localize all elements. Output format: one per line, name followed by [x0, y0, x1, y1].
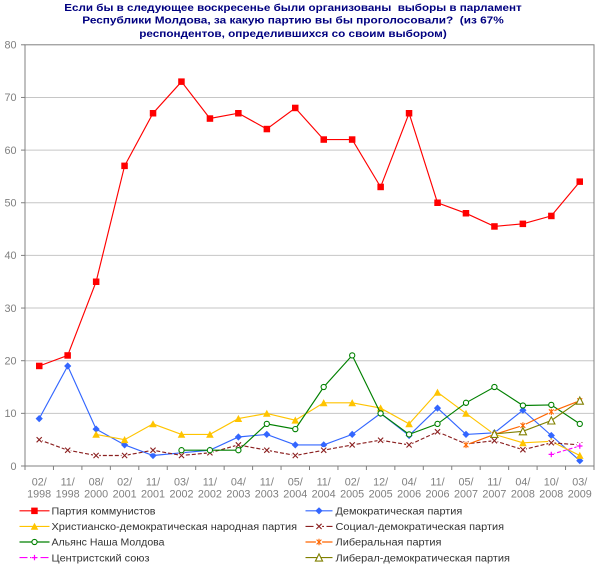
svg-text:2008: 2008: [511, 489, 535, 501]
svg-text:2004: 2004: [283, 489, 307, 501]
svg-text:Христианско-демократическая на: Христианско-демократическая народная пар…: [52, 522, 298, 533]
svg-text:0: 0: [10, 461, 16, 473]
svg-text:2000: 2000: [84, 489, 108, 501]
svg-text:Либерал-демократическая партия: Либерал-демократическая партия: [336, 552, 511, 564]
svg-text:10: 10: [4, 408, 16, 420]
svg-text:Центристский союз: Центристский союз: [52, 553, 150, 564]
svg-text:05/: 05/: [458, 477, 473, 489]
svg-text:11/: 11/: [146, 477, 160, 489]
svg-text:60: 60: [4, 145, 16, 157]
svg-text:20: 20: [4, 356, 16, 368]
svg-text:Либеральная партия: Либеральная партия: [336, 537, 442, 549]
svg-text:2009: 2009: [568, 489, 592, 501]
svg-text:2005: 2005: [369, 489, 393, 501]
svg-text:10/: 10/: [544, 477, 559, 489]
svg-text:02/: 02/: [345, 477, 360, 489]
svg-text:2002: 2002: [169, 489, 193, 501]
svg-text:2006: 2006: [425, 489, 449, 501]
svg-text:2003: 2003: [226, 489, 250, 501]
svg-text:30: 30: [4, 303, 16, 315]
svg-text:2001: 2001: [141, 489, 165, 501]
svg-text:02/: 02/: [32, 477, 47, 489]
svg-text:Демократическая партия: Демократическая партия: [336, 507, 463, 518]
svg-text:Социал-демократическая партия: Социал-демократическая партия: [336, 522, 505, 533]
svg-text:80: 80: [4, 40, 16, 52]
svg-text:08/: 08/: [89, 477, 104, 489]
svg-text:04/: 04/: [231, 477, 246, 489]
svg-text:2008: 2008: [539, 489, 563, 501]
svg-text:70: 70: [4, 92, 16, 104]
svg-text:2006: 2006: [397, 489, 421, 501]
svg-text:Если бы в следующее воскресень: Если бы в следующее воскресенье были орг…: [64, 2, 522, 14]
svg-text:04/: 04/: [402, 477, 417, 489]
svg-text:04/: 04/: [515, 477, 530, 489]
svg-text:2007: 2007: [454, 489, 478, 501]
svg-text:2004: 2004: [312, 489, 336, 501]
svg-text:1998: 1998: [56, 489, 80, 501]
svg-text:11/: 11/: [317, 477, 331, 489]
svg-text:1998: 1998: [27, 489, 51, 501]
svg-text:2005: 2005: [340, 489, 364, 501]
svg-text:Партия коммунистов: Партия коммунистов: [52, 507, 156, 518]
svg-text:2003: 2003: [255, 489, 279, 501]
svg-text:02/: 02/: [117, 477, 132, 489]
svg-text:11/: 11/: [203, 477, 217, 489]
svg-text:11/: 11/: [61, 477, 75, 489]
svg-text:Альянс Наша Молдова: Альянс Наша Молдова: [52, 538, 165, 549]
svg-text:12/: 12/: [373, 477, 388, 489]
svg-text:03/: 03/: [174, 477, 189, 489]
svg-text:40: 40: [4, 250, 16, 262]
svg-text:11/: 11/: [260, 477, 274, 489]
svg-text:2002: 2002: [198, 489, 222, 501]
svg-text:11/: 11/: [487, 477, 501, 489]
svg-text:11/: 11/: [430, 477, 444, 489]
svg-text:респондентов, определившихся с: респондентов, определившихся со своим вы…: [139, 28, 447, 40]
svg-text:2001: 2001: [113, 489, 137, 501]
svg-text:05/: 05/: [288, 477, 303, 489]
svg-text:2007: 2007: [482, 489, 506, 501]
svg-text:50: 50: [4, 198, 16, 210]
svg-text:03/: 03/: [572, 477, 587, 489]
svg-text:Республики Молдова, за какую п: Республики Молдова, за какую партию вы б…: [82, 14, 504, 26]
